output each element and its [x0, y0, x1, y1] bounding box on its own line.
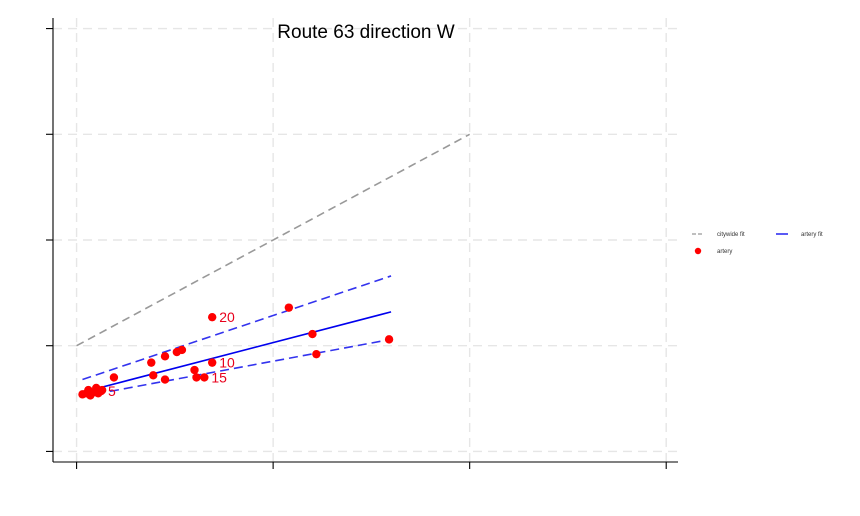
legend-label-artery: artery — [717, 249, 732, 255]
artery-point-22 — [308, 329, 317, 339]
fit-lines — [76, 133, 471, 398]
artery-point-20 — [207, 312, 217, 322]
point-label-10: 10 — [219, 355, 235, 371]
point-label-15: 15 — [211, 369, 227, 385]
legend: citywide fit artery fit artery — [692, 232, 823, 255]
legend-label-citywide: citywide fit — [717, 232, 745, 238]
artery-point-11 — [149, 371, 158, 380]
artery-point-15 — [177, 345, 187, 355]
artery-fit-upper-band — [82, 275, 392, 381]
artery-point-13 — [160, 375, 170, 384]
legend-swatch-artery — [694, 247, 702, 255]
citywide-fit-line — [76, 133, 471, 347]
artery-point-19 — [207, 358, 217, 367]
artery-fit-line — [82, 311, 392, 394]
artery-fit-lower-band — [82, 338, 392, 398]
legend-label-artery-fit: artery fit — [801, 232, 823, 238]
artery-point-12 — [160, 352, 170, 361]
artery-point-18 — [200, 373, 209, 382]
grid — [53, 18, 678, 462]
point-label-20: 20 — [219, 309, 235, 325]
artery-point-9 — [109, 373, 119, 382]
artery-point-24 — [384, 335, 394, 344]
axes — [46, 18, 678, 469]
scatter-points — [78, 303, 394, 400]
artery-point-8 — [97, 385, 107, 395]
point-label-5: 5 — [108, 383, 116, 399]
artery-point-10 — [147, 358, 156, 367]
artery-point-21 — [284, 303, 294, 312]
chart-title: Route 63 direction W — [277, 22, 454, 43]
artery-point-17 — [192, 373, 201, 382]
artery-point-16 — [190, 365, 199, 375]
artery-point-23 — [312, 349, 321, 359]
